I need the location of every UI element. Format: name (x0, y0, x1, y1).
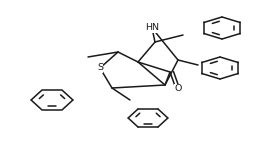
Text: O: O (174, 84, 182, 93)
Text: S: S (97, 64, 103, 72)
Text: HN: HN (145, 23, 159, 32)
